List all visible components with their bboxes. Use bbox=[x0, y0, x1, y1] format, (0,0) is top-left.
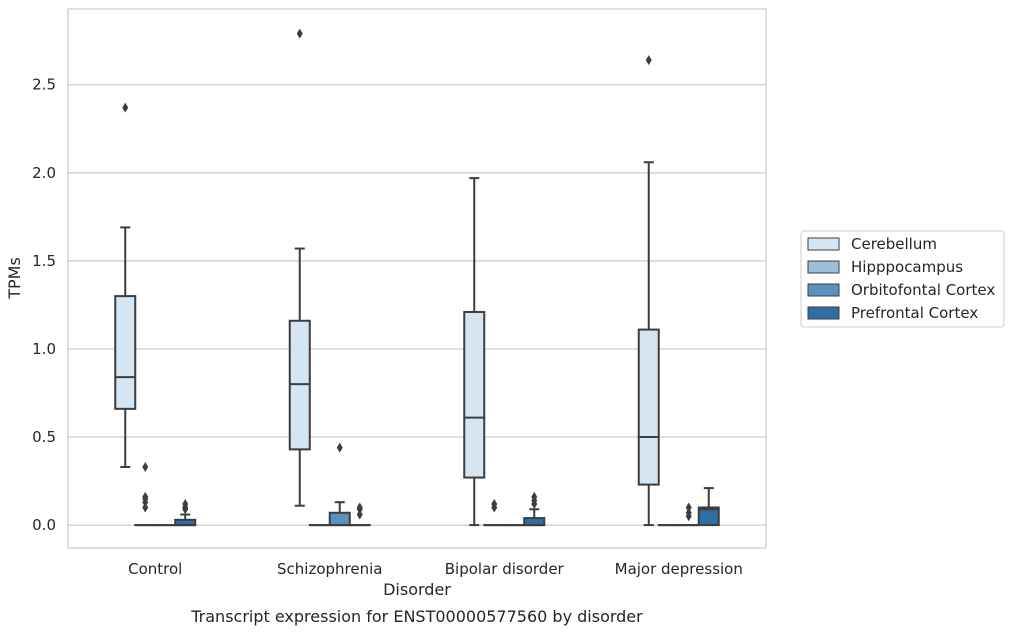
y-tick-label: 0.5 bbox=[32, 428, 56, 446]
outlier-point bbox=[122, 102, 129, 113]
x-tick-label: Bipolar disorder bbox=[445, 560, 565, 578]
legend-frame bbox=[800, 230, 1005, 328]
legend-swatch bbox=[807, 237, 840, 251]
box-prefrontal-cortex bbox=[348, 502, 371, 527]
legend-swatch bbox=[807, 260, 840, 274]
outlier-point bbox=[296, 28, 303, 39]
box-body bbox=[697, 506, 720, 527]
gridlines bbox=[68, 84, 766, 526]
box-orbitofontal-cortex bbox=[677, 502, 700, 527]
y-tick-label: 2.0 bbox=[32, 164, 56, 182]
outlier-point bbox=[142, 502, 149, 513]
legend-label: Orbitofontal Cortex bbox=[851, 281, 995, 299]
outlier-point bbox=[645, 55, 652, 66]
box-hipppocampus bbox=[134, 461, 157, 527]
box-cerebellum bbox=[114, 102, 137, 468]
legend-label: Cerebellum bbox=[851, 235, 937, 253]
outlier-point bbox=[685, 502, 692, 513]
box-body bbox=[328, 511, 351, 527]
y-tick-label: 0.0 bbox=[32, 516, 56, 534]
box-orbitofontal-cortex bbox=[328, 442, 351, 527]
box-body bbox=[463, 310, 486, 479]
legend-swatch bbox=[807, 306, 840, 320]
outlier-point bbox=[531, 491, 538, 502]
y-tick-label: 1.5 bbox=[32, 252, 56, 270]
x-tick-label: Major depression bbox=[615, 560, 743, 578]
box-body bbox=[637, 328, 660, 486]
box-prefrontal-cortex bbox=[174, 498, 197, 527]
y-tick-label: 1.0 bbox=[32, 340, 56, 358]
box-body bbox=[114, 295, 137, 410]
x-axis-title: Disorder bbox=[383, 580, 451, 599]
plot-frame bbox=[67, 8, 767, 549]
figure-caption: Transcript expression for ENST0000057756… bbox=[190, 607, 643, 626]
outlier-point bbox=[491, 498, 498, 509]
outlier-point bbox=[336, 442, 343, 453]
legend: Cerebellum Hipppocampus Orbitofontal Corte… bbox=[800, 230, 1005, 328]
box-cerebellum bbox=[637, 55, 660, 527]
x-tick-labels: Control Schizophrenia Bipolar disorder Majo… bbox=[128, 560, 743, 578]
outlier-point bbox=[142, 497, 149, 508]
y-axis-title: TPMs bbox=[5, 257, 24, 300]
x-tick-label: Schizophrenia bbox=[277, 560, 382, 578]
box-groups bbox=[114, 28, 720, 527]
y-tick-labels: 0.0 0.5 1.0 1.5 2.0 2.5 bbox=[32, 76, 56, 534]
outlier-point bbox=[356, 509, 363, 520]
outlier-point bbox=[685, 507, 692, 518]
box-cerebellum bbox=[288, 28, 311, 507]
legend-swatch bbox=[807, 283, 840, 297]
outlier-point bbox=[182, 498, 189, 509]
outlier-point bbox=[356, 502, 363, 513]
outlier-point bbox=[142, 461, 149, 472]
legend-label: Prefrontal Cortex bbox=[851, 304, 978, 322]
box-body bbox=[523, 517, 546, 527]
box-hipppocampus bbox=[483, 498, 506, 527]
legend-label: Hipppocampus bbox=[851, 258, 963, 276]
box-prefrontal-cortex bbox=[523, 491, 546, 527]
x-tick-label: Control bbox=[128, 560, 182, 578]
box-prefrontal-cortex bbox=[697, 487, 720, 527]
y-tick-label: 2.5 bbox=[32, 76, 56, 94]
box-cerebellum bbox=[463, 177, 486, 527]
